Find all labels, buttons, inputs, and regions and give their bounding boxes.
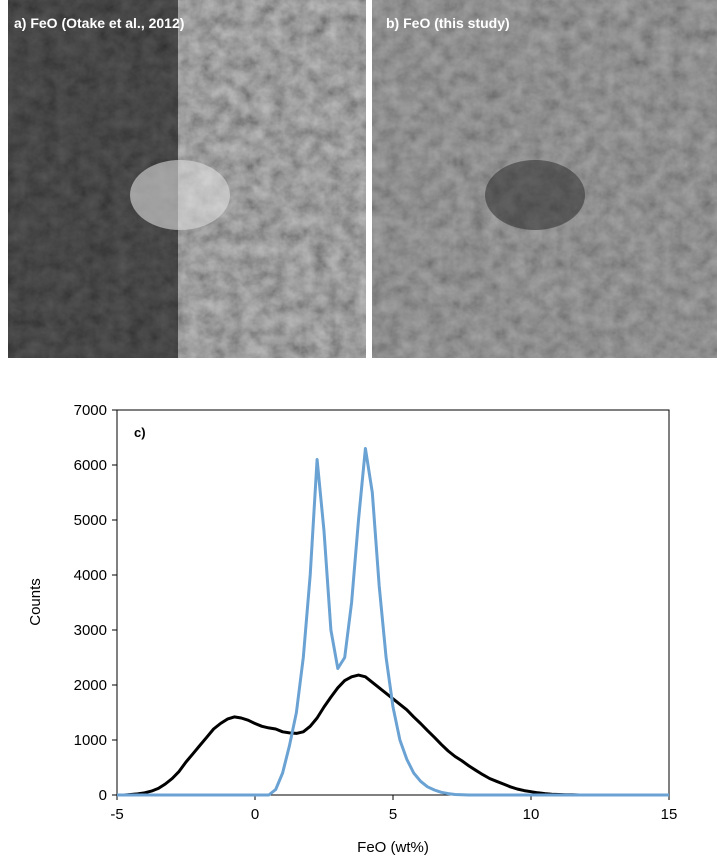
panel-label: c) [134, 425, 146, 440]
image-b-feature [485, 160, 585, 230]
x-tick-label: 5 [389, 806, 397, 823]
y-tick-label: 4000 [74, 567, 107, 584]
series-line [117, 447, 669, 797]
x-tick-label: -5 [110, 806, 123, 823]
y-tick-label: 1000 [74, 732, 107, 749]
y-tick-label: 5000 [74, 512, 107, 529]
y-tick-label: 7000 [74, 402, 107, 419]
y-tick-label: 3000 [74, 622, 107, 639]
plot-area [116, 409, 670, 796]
panel-label: a) FeO (Otake et al., 2012) [14, 15, 184, 31]
y-tick-label: 2000 [74, 677, 107, 694]
panel-label: b) FeO (this study) [386, 15, 510, 31]
x-axis-title: FeO (wt%) [357, 839, 429, 856]
x-tick-label: 15 [661, 806, 678, 823]
image-a-feature [130, 160, 230, 230]
y-axis-title: Counts [27, 578, 44, 626]
y-tick-label: 6000 [74, 457, 107, 474]
x-tick-label: 10 [523, 806, 540, 823]
x-tick-label: 0 [251, 806, 259, 823]
y-tick-label: 0 [99, 787, 107, 804]
